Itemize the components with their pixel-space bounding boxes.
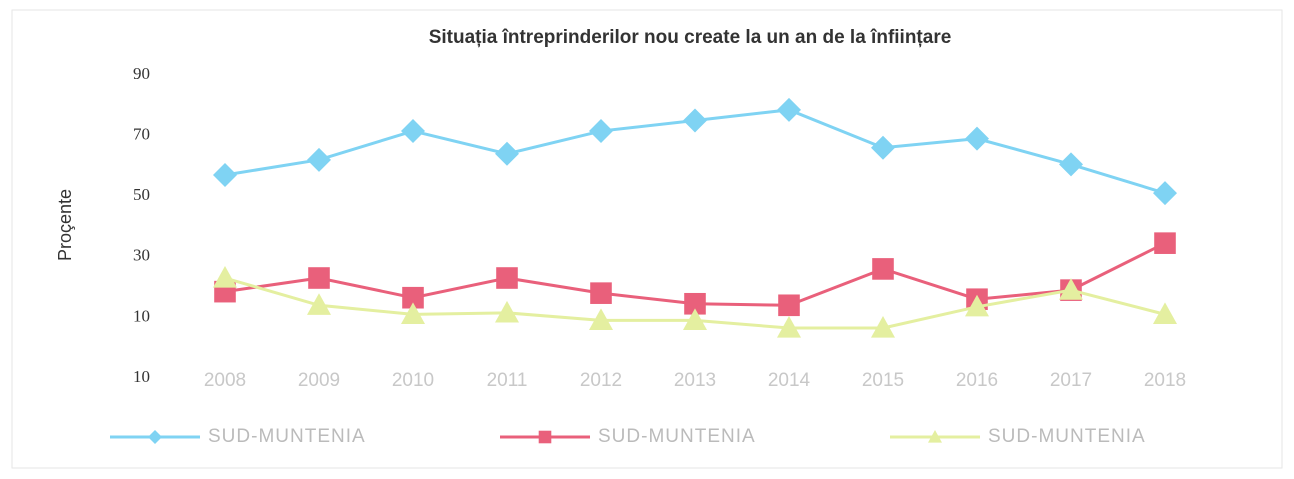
y-tick-label: 10 bbox=[133, 306, 150, 325]
x-tick-label: 2013 bbox=[674, 370, 716, 391]
marker bbox=[965, 126, 989, 151]
chart-frame bbox=[11, 9, 1283, 469]
marker bbox=[496, 267, 518, 289]
legend-marker bbox=[148, 430, 162, 444]
marker bbox=[1059, 278, 1083, 300]
marker bbox=[402, 286, 424, 309]
marker bbox=[871, 135, 895, 160]
marker bbox=[1153, 302, 1177, 324]
marker bbox=[495, 300, 519, 323]
x-tick-label: 2015 bbox=[862, 370, 904, 391]
legend-marker bbox=[538, 430, 552, 444]
x-tick-label: 2009 bbox=[298, 370, 340, 391]
marker bbox=[778, 294, 800, 317]
x-tick-label: 2008 bbox=[204, 370, 246, 391]
marker bbox=[683, 108, 707, 133]
x-tick-label: 2012 bbox=[580, 370, 622, 391]
marker bbox=[1154, 232, 1176, 254]
x-tick-label: 2016 bbox=[956, 370, 998, 391]
marker bbox=[308, 267, 330, 289]
x-tick-label: 2017 bbox=[1050, 370, 1092, 391]
marker bbox=[589, 119, 613, 144]
y-tick-label: 50 bbox=[133, 185, 150, 204]
legend-label: SUD-MUNTENIA bbox=[988, 426, 1146, 447]
marker bbox=[589, 308, 613, 331]
x-tick-label: 2018 bbox=[1144, 370, 1186, 391]
y-tick-label: 10 bbox=[133, 367, 150, 386]
marker bbox=[684, 292, 706, 315]
marker bbox=[683, 308, 707, 331]
chart-title: Situația întreprinderilor nou create la … bbox=[429, 27, 952, 48]
marker bbox=[965, 294, 989, 317]
legend-label: SUD-MUNTENIA bbox=[598, 426, 756, 447]
marker bbox=[1059, 152, 1083, 177]
y-tick-label: 70 bbox=[133, 125, 150, 144]
marker bbox=[777, 316, 801, 338]
legend-marker bbox=[928, 430, 942, 443]
marker bbox=[495, 141, 519, 166]
marker bbox=[871, 316, 895, 338]
marker bbox=[401, 119, 425, 144]
y-tick-label: 30 bbox=[133, 246, 150, 265]
y-tick-label: 90 bbox=[133, 64, 150, 83]
marker bbox=[307, 147, 331, 172]
marker bbox=[307, 293, 331, 315]
x-tick-label: 2011 bbox=[487, 370, 528, 391]
x-tick-label: 2014 bbox=[768, 370, 811, 391]
y-axis-label: Proçente bbox=[55, 189, 75, 261]
marker bbox=[872, 258, 894, 280]
marker bbox=[213, 162, 237, 187]
marker bbox=[590, 282, 612, 304]
legend-label: SUD-MUNTENIA bbox=[208, 426, 366, 447]
marker bbox=[1153, 181, 1177, 206]
marker bbox=[777, 97, 801, 122]
marker bbox=[401, 302, 425, 324]
x-tick-label: 2010 bbox=[392, 370, 434, 391]
marker bbox=[213, 266, 237, 288]
